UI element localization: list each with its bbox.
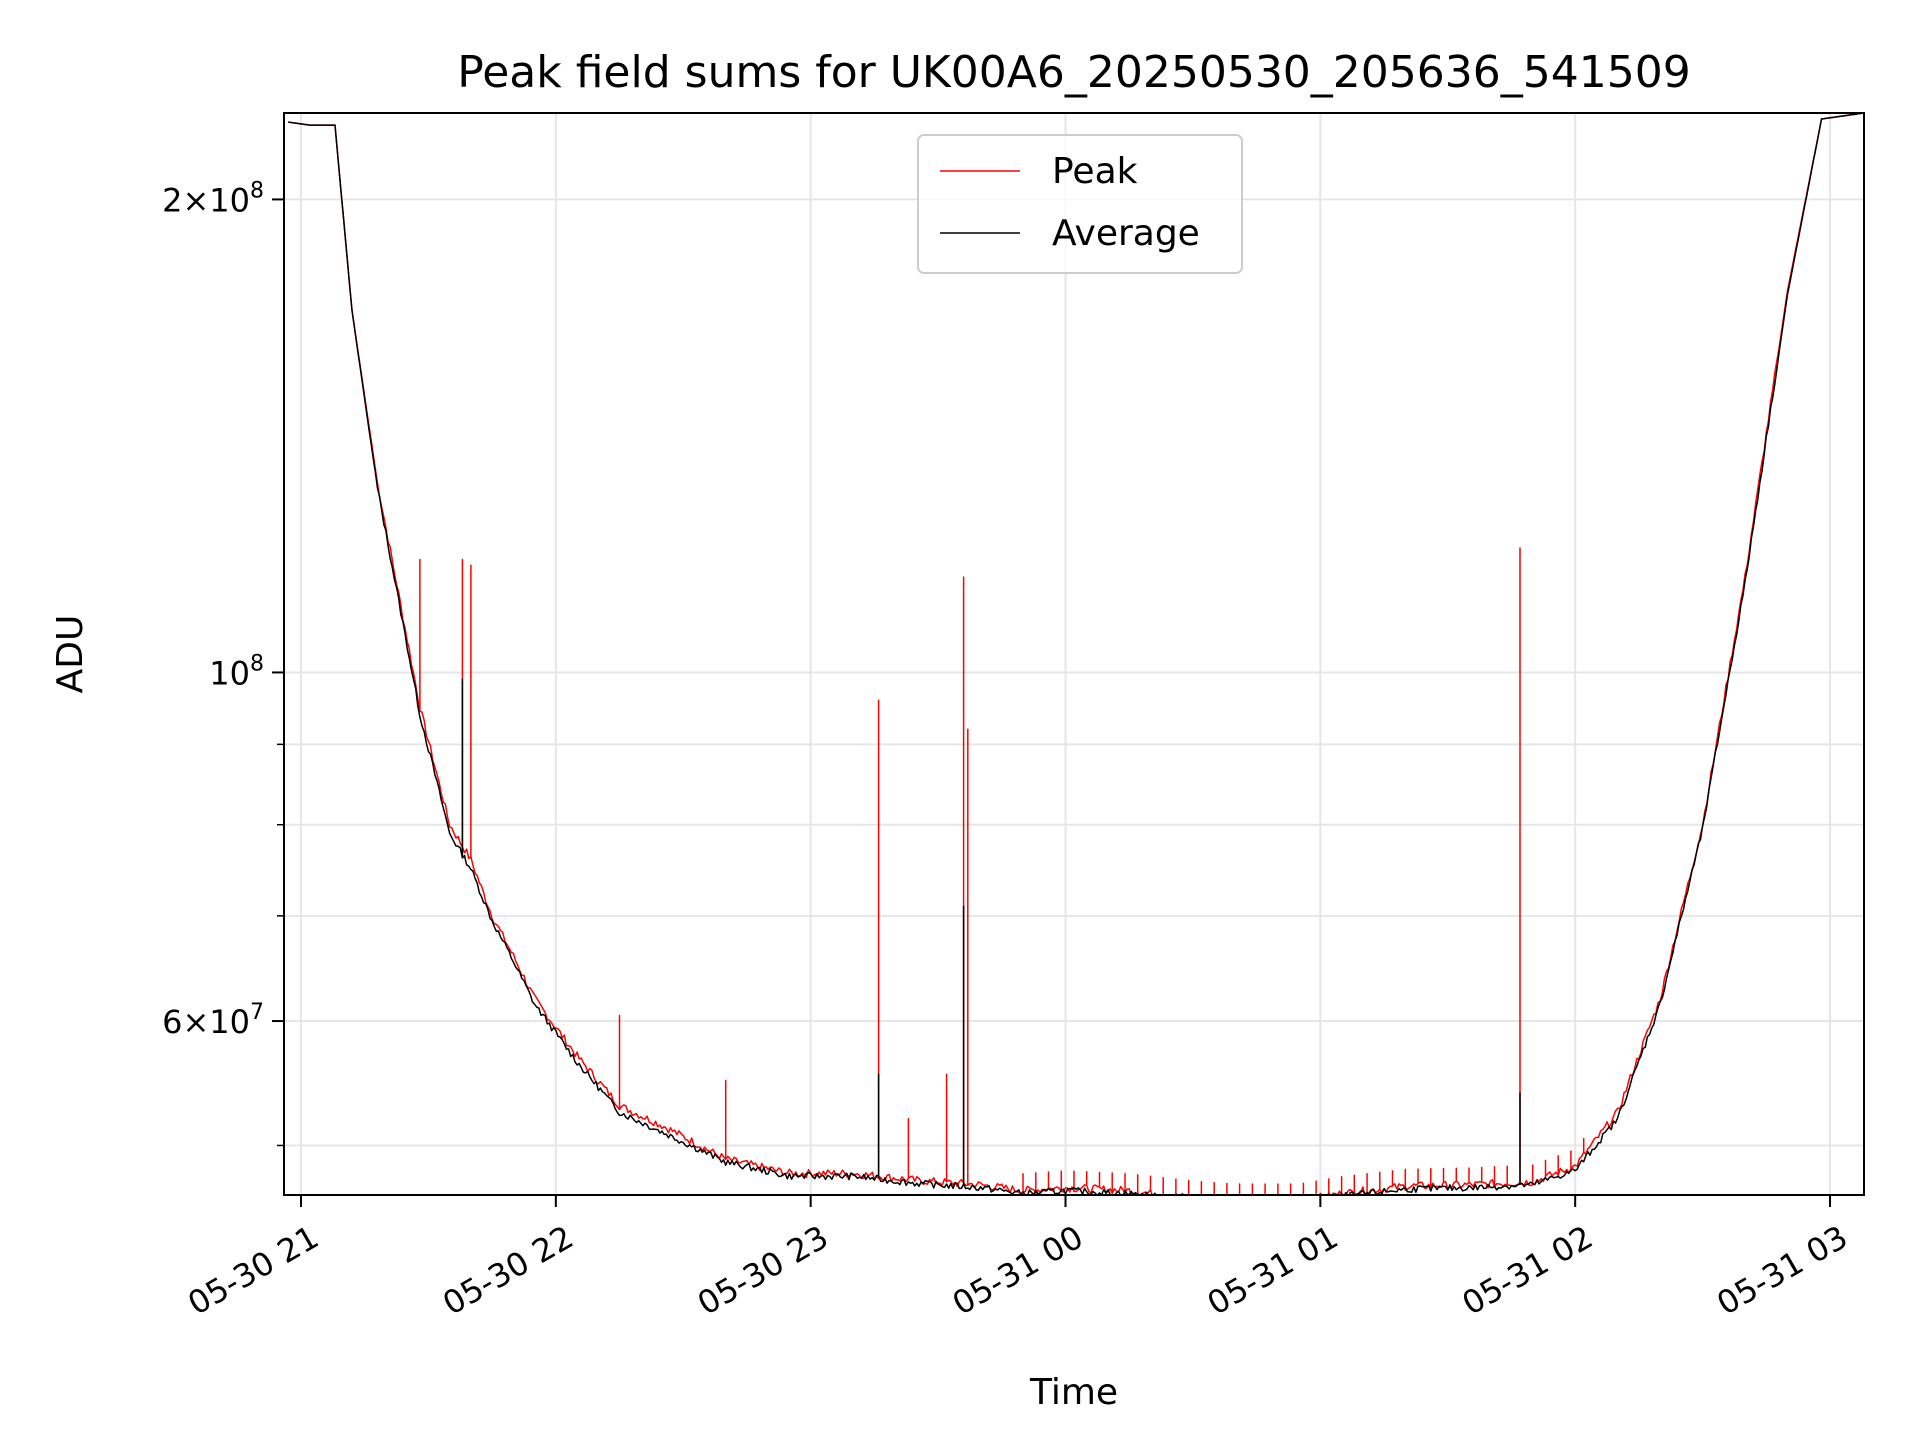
plot-frame <box>283 112 1865 1196</box>
y-tick-label: 6×107 <box>162 1000 264 1041</box>
legend-box <box>917 134 1243 274</box>
x-axis-label: Time <box>1029 1372 1118 1413</box>
legend: Peak Average <box>917 134 1243 274</box>
legend-label-peak: Peak <box>1052 151 1138 192</box>
legend-label-average: Average <box>1052 213 1200 254</box>
y-tick-base: 10 <box>209 1003 250 1041</box>
y-tick-times-sign: × <box>182 1003 209 1041</box>
y-tick-exponent: 7 <box>250 1000 264 1025</box>
y-tick-base: 10 <box>209 181 250 219</box>
y-tick-base: 10 <box>209 654 250 692</box>
plot-area <box>288 113 1864 1195</box>
y-tick-exponent: 8 <box>250 178 264 203</box>
y-tick-exponent: 8 <box>250 651 264 676</box>
series-line-average <box>288 113 1864 1195</box>
y-tick-label: 108 <box>209 651 264 692</box>
chart-title: Peak field sums for UK00A6_20250530_2056… <box>457 47 1690 98</box>
y-axis-label: ADU <box>50 615 91 694</box>
y-tick-mantissa: 6 <box>162 1003 182 1041</box>
y-tick-mantissa: 2 <box>162 181 182 219</box>
y-tick-label: 2×108 <box>162 178 264 219</box>
y-tick-times-sign: × <box>182 181 209 219</box>
